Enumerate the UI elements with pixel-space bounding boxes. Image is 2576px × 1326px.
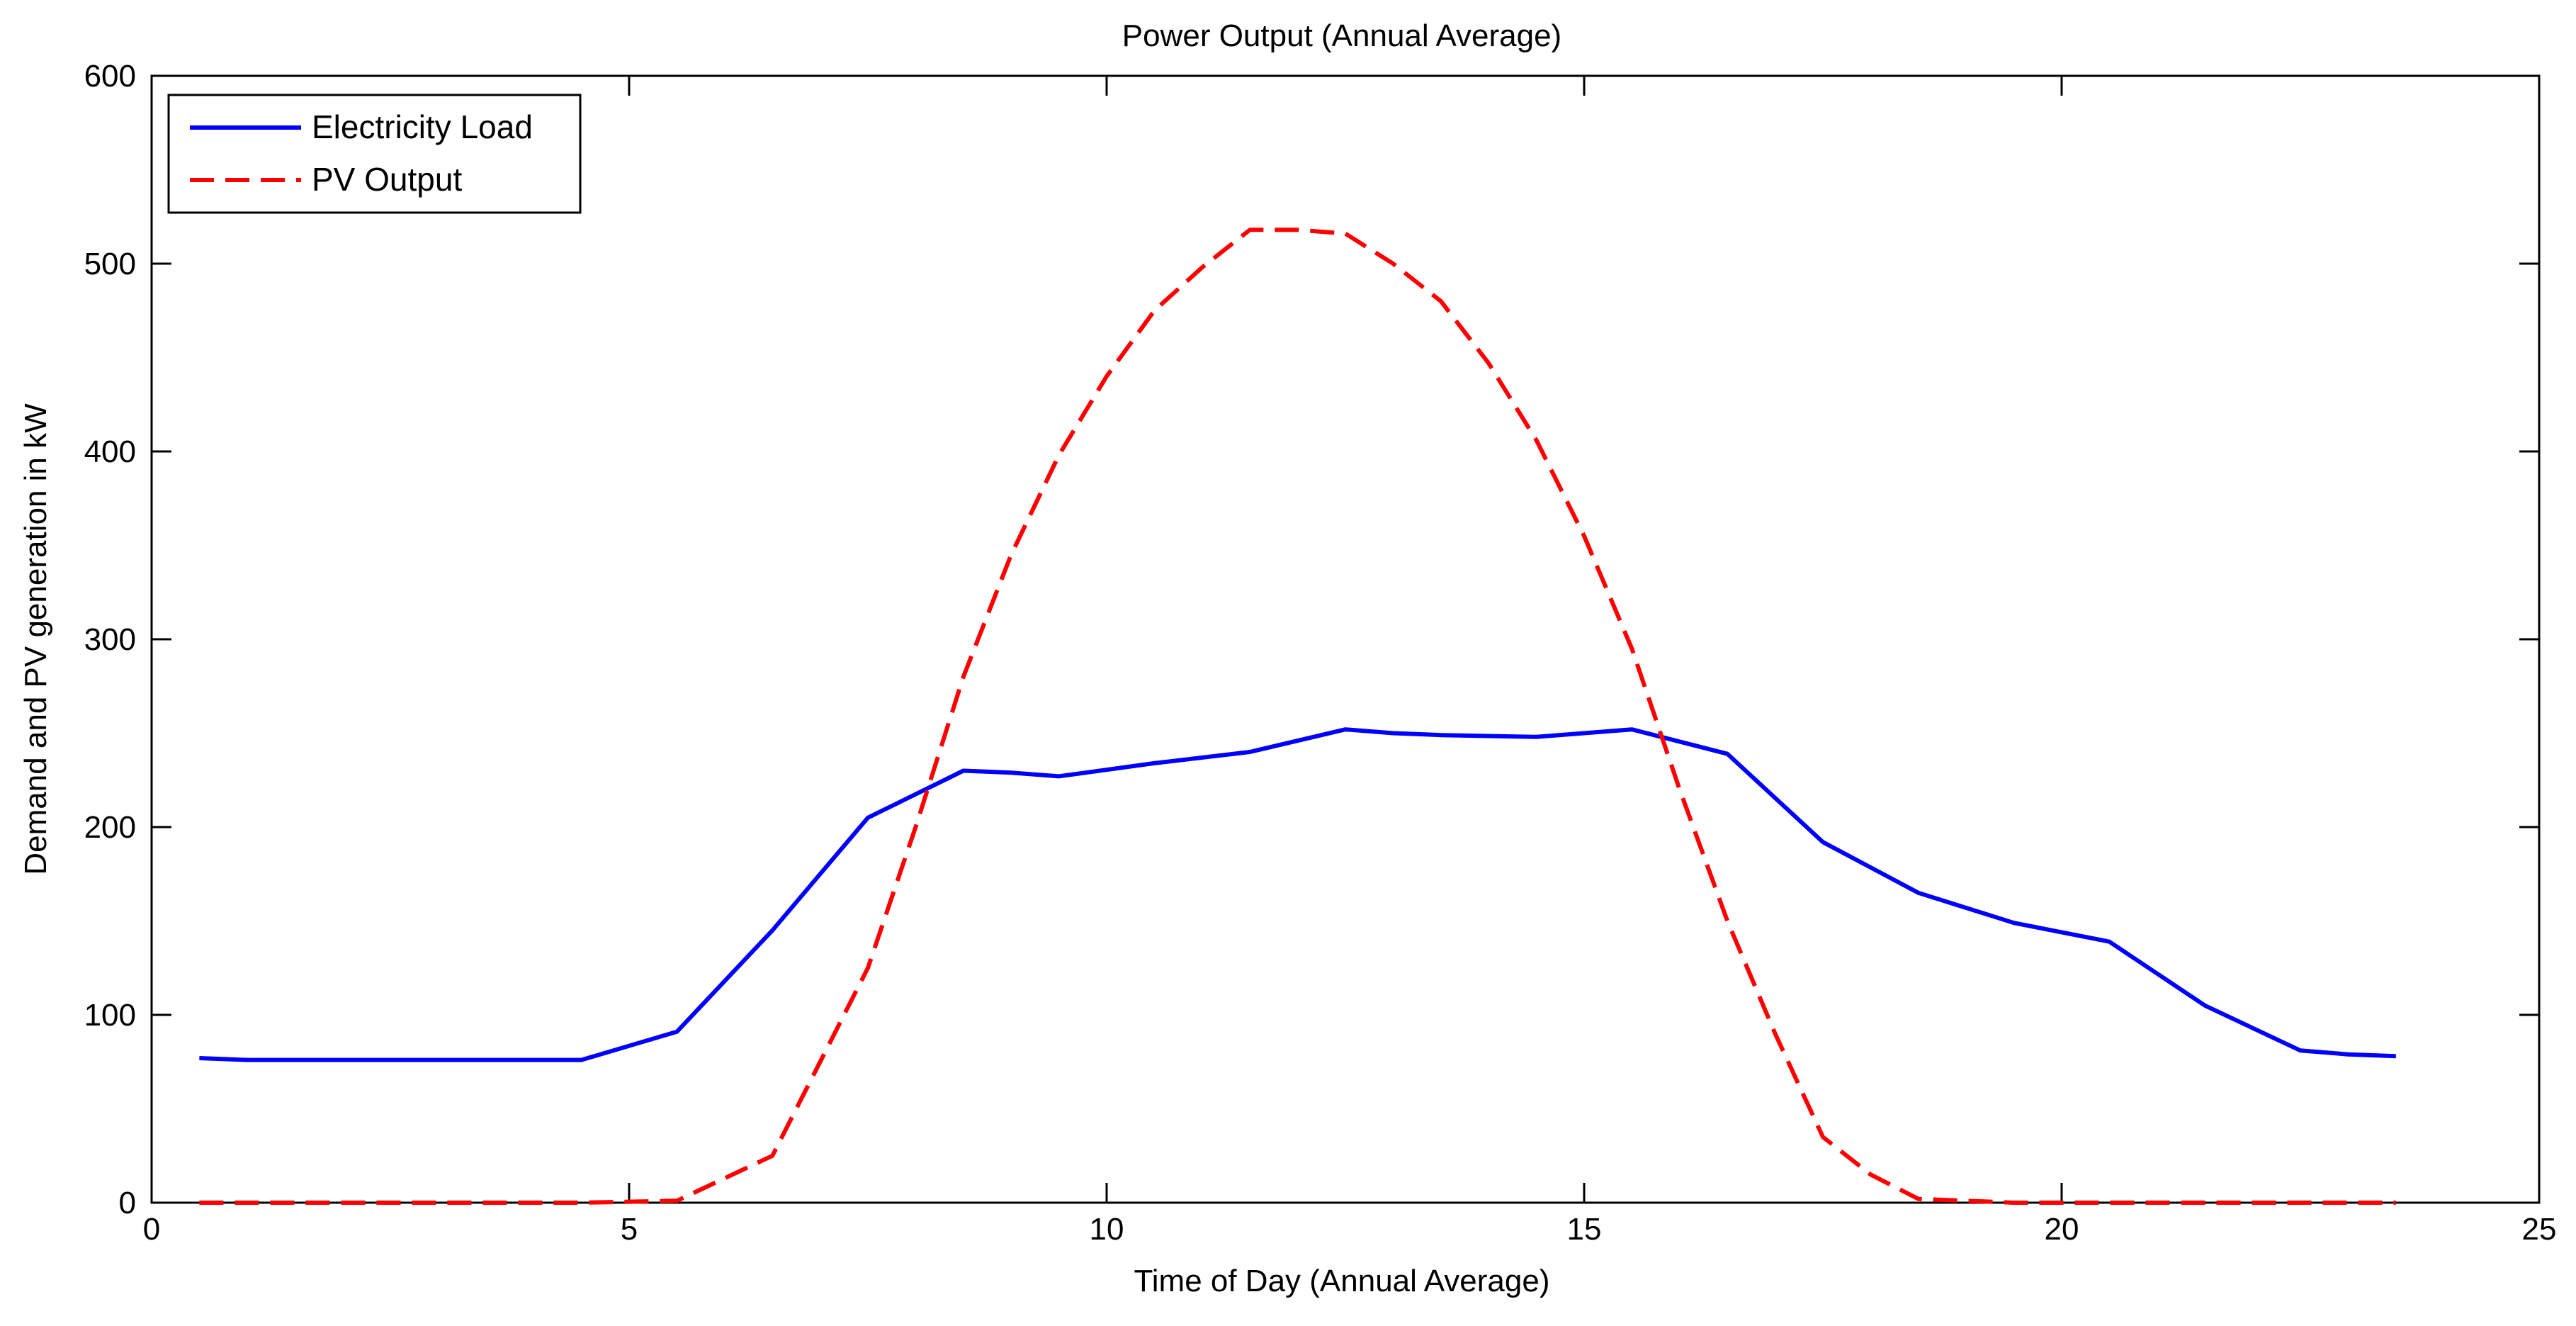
y-tick-label: 500 [84, 247, 136, 281]
axis-ticks: 0 5 10 15 20 25 0 100 200 300 400 500 600 [84, 59, 2557, 1247]
x-axis-title: Time of Day (Annual Average) [1134, 1264, 1550, 1298]
legend-label-pv-output: PV Output [312, 161, 462, 198]
y-tick-label: 600 [84, 59, 136, 94]
legend-label-electricity-load: Electricity Load [312, 108, 533, 145]
y-tick-label: 300 [84, 622, 136, 657]
series-layer [199, 227, 2396, 1205]
y-tick-label: 200 [84, 810, 136, 845]
x-tick-label: 0 [143, 1212, 160, 1247]
x-tick-label: 25 [2522, 1212, 2557, 1247]
y-tick-label: 0 [119, 1186, 136, 1220]
x-tick-label: 10 [1090, 1212, 1124, 1247]
x-tick-label: 20 [2045, 1212, 2079, 1247]
legend: Electricity Load PV Output [167, 94, 582, 214]
x-tick-label: 15 [1567, 1212, 1602, 1247]
series-line-electricity-load [199, 727, 2396, 1062]
plot-frame [150, 74, 2541, 1204]
chart-title: Power Output (Annual Average) [1122, 18, 1561, 53]
plot-area [150, 74, 2541, 1204]
legend-box [167, 94, 582, 214]
y-tick-label: 100 [84, 998, 136, 1033]
x-tick-label: 5 [621, 1212, 638, 1247]
y-axis-title: Demand and PV generation in kW [18, 403, 53, 875]
y-tick-label: 400 [84, 434, 136, 469]
